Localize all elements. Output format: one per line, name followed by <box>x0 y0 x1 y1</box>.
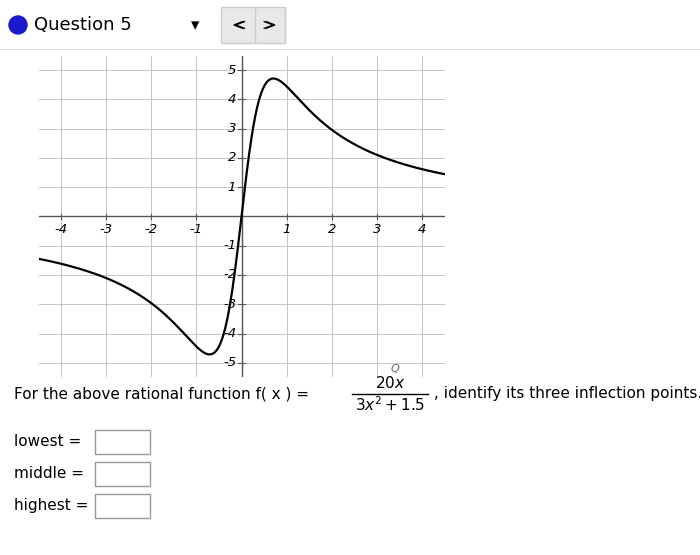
Text: 1: 1 <box>228 181 236 194</box>
Text: 4: 4 <box>228 93 236 106</box>
Text: -1: -1 <box>190 223 203 236</box>
Text: 3: 3 <box>228 122 236 135</box>
Bar <box>95 430 150 454</box>
Text: ▾: ▾ <box>191 16 200 34</box>
Text: middle =: middle = <box>14 466 84 481</box>
Text: , identify its three inflection points.: , identify its three inflection points. <box>434 386 700 401</box>
Text: >: > <box>264 17 276 33</box>
Text: -3: -3 <box>99 223 113 236</box>
Text: 2: 2 <box>228 152 236 164</box>
FancyBboxPatch shape <box>225 9 255 41</box>
FancyBboxPatch shape <box>221 7 285 43</box>
Text: -2: -2 <box>145 223 158 236</box>
Text: 3: 3 <box>372 223 381 236</box>
Circle shape <box>9 16 27 34</box>
Text: -3: -3 <box>223 297 236 311</box>
Text: $3x^2+1.5$: $3x^2+1.5$ <box>355 396 425 414</box>
Text: 2: 2 <box>328 223 336 236</box>
Text: -1: -1 <box>223 239 236 252</box>
Text: 4: 4 <box>418 223 426 236</box>
Text: 5: 5 <box>228 64 236 77</box>
Text: -4: -4 <box>55 223 68 236</box>
Bar <box>95 494 150 518</box>
Text: Q: Q <box>391 364 400 374</box>
Text: <: < <box>232 17 244 33</box>
Text: Question 5: Question 5 <box>34 16 132 34</box>
Text: $20x$: $20x$ <box>374 375 405 391</box>
Text: lowest =: lowest = <box>14 435 81 450</box>
Text: <: < <box>234 17 246 33</box>
Bar <box>95 462 150 486</box>
Text: For the above rational function f( x ) =: For the above rational function f( x ) = <box>14 386 309 401</box>
Text: -4: -4 <box>223 327 236 340</box>
Text: >: > <box>262 17 274 33</box>
FancyBboxPatch shape <box>255 9 285 41</box>
Text: -5: -5 <box>223 356 236 369</box>
Text: -2: -2 <box>223 269 236 281</box>
Text: highest =: highest = <box>14 498 88 513</box>
Text: 1: 1 <box>282 223 290 236</box>
